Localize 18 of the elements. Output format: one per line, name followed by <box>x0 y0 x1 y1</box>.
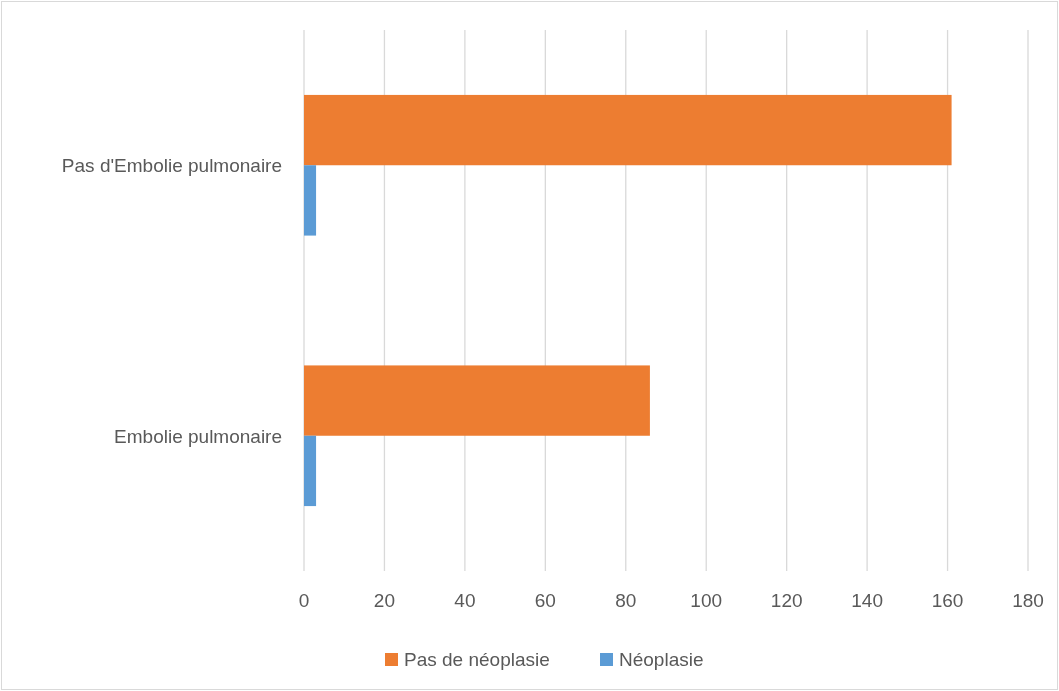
x-tick-label: 120 <box>770 590 803 611</box>
bar <box>304 365 650 436</box>
x-tick-label: 80 <box>615 590 637 611</box>
y-tick-label: Embolie pulmonaire <box>114 425 282 447</box>
x-tick-label: 180 <box>1012 590 1044 611</box>
x-tick-label: 0 <box>298 590 310 611</box>
legend-label: Néoplasie <box>619 649 704 670</box>
bar <box>304 435 317 507</box>
legend-label: Pas de néoplasie <box>404 649 550 670</box>
x-tick-label: 100 <box>690 590 723 611</box>
x-tick-label: 160 <box>931 590 964 611</box>
bar <box>304 165 317 236</box>
x-tick-label: 40 <box>454 590 476 611</box>
y-tick-label: Pas d'Embolie pulmonaire <box>61 155 282 177</box>
x-tick-label: 140 <box>851 590 883 611</box>
x-tick-label: 20 <box>373 590 396 611</box>
x-tick-label: 60 <box>534 590 556 611</box>
bar <box>304 94 952 166</box>
